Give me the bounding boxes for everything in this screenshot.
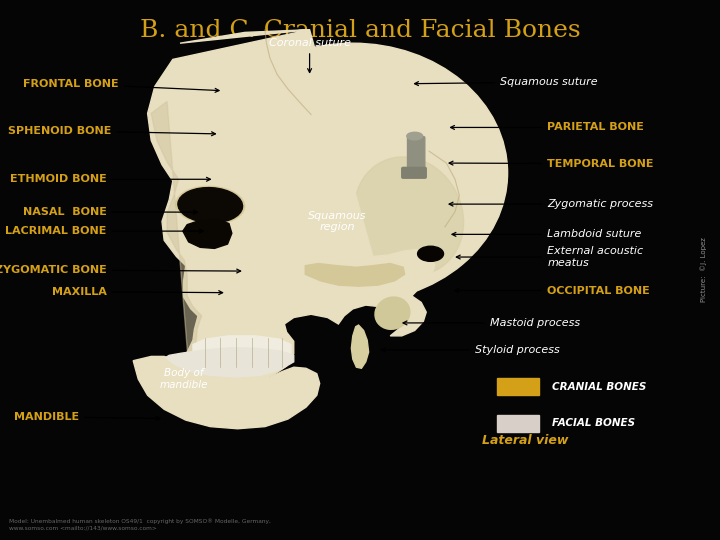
Ellipse shape bbox=[198, 43, 508, 302]
Polygon shape bbox=[133, 356, 320, 429]
Text: MANDIBLE: MANDIBLE bbox=[14, 412, 160, 422]
Text: FRONTAL BONE: FRONTAL BONE bbox=[23, 79, 219, 92]
Polygon shape bbox=[166, 348, 294, 377]
Text: MAXILLA: MAXILLA bbox=[52, 287, 222, 296]
Text: Squamous
region: Squamous region bbox=[307, 211, 366, 232]
Text: Zygomatic process: Zygomatic process bbox=[449, 199, 653, 209]
Text: OCCIPITAL BONE: OCCIPITAL BONE bbox=[455, 286, 650, 295]
FancyBboxPatch shape bbox=[408, 137, 425, 174]
Ellipse shape bbox=[178, 187, 243, 223]
Text: Picture:  ©J. Lopez: Picture: ©J. Lopez bbox=[701, 238, 708, 302]
FancyBboxPatch shape bbox=[497, 378, 539, 395]
Text: B. and C. Cranial and Facial Bones: B. and C. Cranial and Facial Bones bbox=[140, 19, 580, 42]
Text: External acoustic
meatus: External acoustic meatus bbox=[456, 246, 644, 268]
Text: TEMPORAL BONE: TEMPORAL BONE bbox=[449, 159, 654, 168]
Text: Coronal suture: Coronal suture bbox=[269, 38, 351, 72]
Polygon shape bbox=[183, 219, 232, 248]
Text: Lateral view: Lateral view bbox=[482, 434, 569, 447]
Text: Model: Unembalmed human skeleton OS49/1  copyright by SOMSO® Modelle, Germany,
w: Model: Unembalmed human skeleton OS49/1 … bbox=[9, 519, 271, 530]
Text: Body of
mandible: Body of mandible bbox=[159, 368, 208, 390]
Text: Mastoid process: Mastoid process bbox=[403, 318, 580, 328]
Text: Squamous suture: Squamous suture bbox=[415, 77, 598, 87]
Polygon shape bbox=[151, 102, 202, 366]
FancyBboxPatch shape bbox=[402, 167, 426, 178]
FancyBboxPatch shape bbox=[497, 415, 539, 432]
Text: Lambdoid suture: Lambdoid suture bbox=[452, 230, 642, 239]
Ellipse shape bbox=[418, 246, 444, 261]
Text: Styloid process: Styloid process bbox=[382, 345, 560, 355]
Text: ETHMOID BONE: ETHMOID BONE bbox=[10, 174, 210, 184]
Text: ZYGOMATIC BONE: ZYGOMATIC BONE bbox=[0, 265, 240, 275]
Text: PARIETAL BONE: PARIETAL BONE bbox=[451, 123, 644, 132]
Polygon shape bbox=[351, 325, 369, 368]
Text: CRANIAL BONES: CRANIAL BONES bbox=[552, 382, 646, 392]
Ellipse shape bbox=[354, 157, 464, 275]
Polygon shape bbox=[193, 336, 291, 369]
Ellipse shape bbox=[375, 297, 410, 329]
Ellipse shape bbox=[407, 132, 423, 140]
Ellipse shape bbox=[176, 186, 245, 224]
Text: SPHENOID BONE: SPHENOID BONE bbox=[8, 126, 215, 136]
Polygon shape bbox=[305, 264, 405, 286]
Text: LACRIMAL BONE: LACRIMAL BONE bbox=[5, 226, 203, 236]
Text: FACIAL BONES: FACIAL BONES bbox=[552, 418, 634, 428]
Text: NASAL  BONE: NASAL BONE bbox=[23, 207, 197, 217]
Polygon shape bbox=[148, 30, 435, 386]
